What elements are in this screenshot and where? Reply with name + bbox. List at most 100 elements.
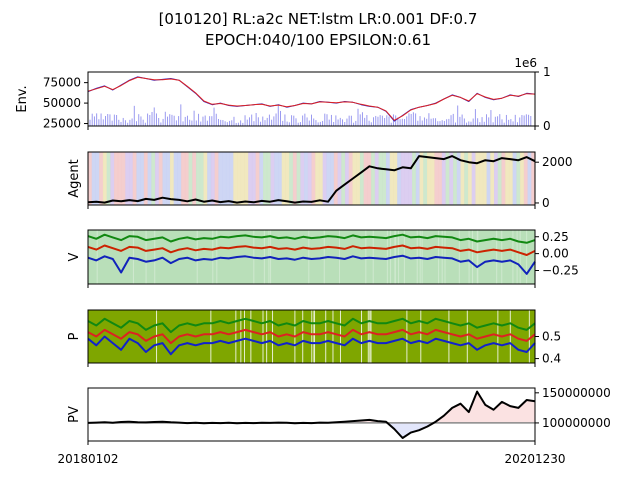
action-band [467, 152, 473, 205]
action-band [415, 152, 421, 205]
series-mean [87, 328, 536, 345]
action-band [132, 152, 137, 205]
action-band [285, 152, 290, 205]
action-band [169, 152, 175, 205]
action-band [143, 152, 149, 205]
action-band [497, 152, 502, 205]
action-band [397, 152, 402, 205]
series-upper [87, 317, 536, 334]
action-band [434, 152, 439, 205]
action-band [356, 152, 361, 205]
action-band [505, 152, 510, 205]
panel-P: 0.5 0.4 P [67, 309, 561, 367]
action-band [181, 152, 186, 205]
x-tick-label: 20201230 [504, 452, 565, 466]
x-tick-label: 20180102 [57, 452, 118, 466]
action-band [438, 152, 443, 205]
y-tick-label: 0.5 [542, 330, 561, 344]
action-band [255, 152, 260, 205]
axes-frame [87, 71, 536, 127]
axes-frame [87, 387, 536, 442]
y-axis-label: P [67, 332, 82, 340]
action-band [333, 152, 339, 205]
action-band [233, 152, 238, 205]
series-trend [87, 76, 536, 121]
offset-label: 1e6 [514, 56, 537, 70]
action-band [486, 152, 491, 205]
y-axis-label: Env. [15, 85, 30, 112]
action-band [367, 152, 372, 205]
action-band [121, 152, 126, 205]
action-band [363, 152, 368, 205]
chart-title-line2: EPOCH:040/100 EPSILON:0.61 [205, 31, 431, 49]
action-band [516, 152, 521, 205]
action-band [106, 152, 111, 205]
action-band [225, 152, 231, 205]
action-band [184, 152, 190, 205]
action-band [166, 152, 171, 205]
action-band [482, 152, 488, 205]
series-upper [87, 233, 536, 244]
action-band [531, 152, 536, 205]
action-band [408, 152, 413, 205]
action-band [274, 152, 279, 205]
axes-frame [87, 151, 536, 206]
y-tick-label: −0.25 [542, 264, 579, 278]
y-tick-label: 25000 [43, 117, 81, 131]
panel-PV: 150000000 100000000 PV 20180102 20201230 [57, 386, 610, 466]
action-band [203, 152, 208, 205]
y-tick-label: 2000 [542, 155, 573, 169]
action-band [378, 152, 383, 205]
action-band [218, 152, 223, 205]
y-tick-label: 150000000 [542, 386, 611, 400]
action-band [490, 152, 495, 205]
series-pv [87, 390, 536, 439]
action-band [281, 152, 286, 205]
action-band [300, 152, 305, 205]
action-band [382, 152, 387, 205]
action-band [494, 152, 499, 205]
series-agent [87, 155, 536, 204]
action-band [464, 152, 469, 205]
action-band [277, 152, 283, 205]
action-band [210, 152, 216, 205]
y-tick-label: 100000000 [542, 416, 611, 430]
action-band [479, 152, 484, 205]
action-band [237, 152, 242, 205]
y-tick-label: 0.4 [542, 352, 561, 366]
series-price [87, 76, 536, 122]
action-band [251, 152, 257, 205]
action-band [114, 152, 119, 205]
pv-gain-area [88, 391, 535, 423]
action-band [151, 152, 156, 205]
action-band [110, 152, 115, 205]
action-band [460, 152, 465, 205]
action-band [188, 152, 193, 205]
action-band [374, 152, 380, 205]
y-tick-label: 75000 [43, 76, 81, 90]
action-band [318, 152, 324, 205]
action-band [91, 152, 96, 205]
action-band [244, 152, 249, 205]
action-band [136, 152, 141, 205]
action-band [125, 152, 130, 205]
series-lower [87, 254, 536, 275]
pv-loss-area [88, 422, 535, 438]
action-band [445, 152, 450, 205]
action-band [348, 152, 353, 205]
action-band [430, 152, 435, 205]
y-tick-label: 0.25 [542, 230, 569, 244]
action-band [322, 152, 327, 205]
action-band [266, 152, 272, 205]
action-band [449, 152, 454, 205]
action-band [512, 152, 517, 205]
action-band [471, 152, 476, 205]
action-band [453, 152, 458, 205]
action-band [426, 152, 432, 205]
action-band [248, 152, 253, 205]
action-band [140, 152, 145, 205]
right-tick-label: 0 [543, 119, 551, 133]
action-band [315, 152, 320, 205]
series-lower [87, 335, 536, 356]
action-band [311, 152, 316, 205]
